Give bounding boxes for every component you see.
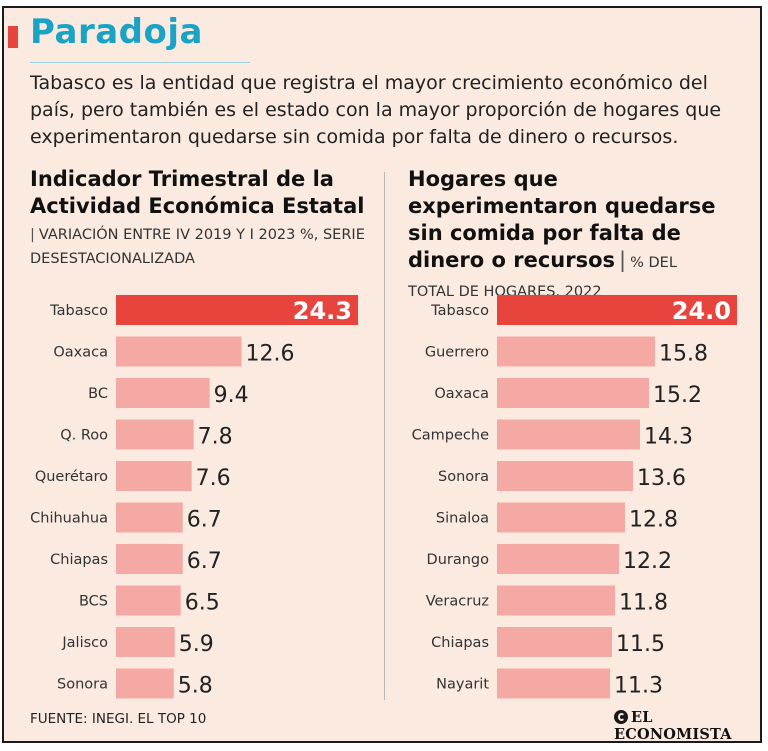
right-category-label: Tabasco — [430, 303, 489, 319]
right-category-label: Durango — [427, 552, 490, 568]
left-category-label: Chiapas — [50, 552, 108, 568]
right-category-label: Chiapas — [431, 635, 489, 651]
left-bar — [116, 668, 174, 699]
left-category-label: BC — [88, 386, 108, 402]
left-category-label: Sonora — [57, 677, 108, 693]
title-underline — [30, 62, 250, 63]
right-bar — [497, 502, 625, 533]
right-chart-title-text: Hogares que experimentaron quedarse sin … — [408, 167, 716, 272]
left-bar — [116, 295, 358, 325]
right-category-label: Oaxaca — [434, 386, 489, 402]
left-chart-subtitle: | Variación entre IV 2019 y I 2023 %, ser… — [30, 223, 380, 271]
right-value-label: 14.3 — [644, 425, 693, 450]
title-accent-bar — [8, 26, 18, 48]
left-bar — [116, 502, 183, 533]
right-value-label: 15.2 — [653, 383, 702, 408]
right-value-label: 12.8 — [629, 508, 678, 533]
right-bar — [497, 419, 640, 450]
right-category-label: Sinaloa — [436, 511, 489, 527]
left-category-label: Querétaro — [35, 469, 108, 485]
right-chart-subtitle-inline: % del — [630, 255, 677, 271]
right-value-label: 11.8 — [619, 591, 668, 616]
right-value-label: 13.6 — [637, 466, 686, 491]
left-bar — [116, 419, 194, 450]
left-chart-title: Indicador Trimestral de la Actividad Eco… — [30, 167, 365, 218]
left-bar — [116, 336, 242, 367]
left-value-label: 5.8 — [178, 674, 213, 699]
intro-text: Tabasco es la entidad que registra el ma… — [30, 72, 722, 148]
left-value-label: 5.9 — [179, 632, 214, 657]
left-value-label: 7.6 — [196, 466, 231, 491]
right-value-label: 15.8 — [659, 342, 708, 367]
left-value-label: 7.8 — [198, 425, 233, 450]
left-value-label: 6.5 — [185, 591, 220, 616]
right-value-label: 11.3 — [614, 674, 663, 699]
left-value-label: 6.7 — [187, 549, 222, 574]
right-category-label: Campeche — [412, 428, 489, 444]
right-chart-title: Hogares que experimentaron quedarse sin … — [408, 166, 753, 277]
infographic-title: Paradoja — [30, 12, 203, 52]
right-bar — [497, 585, 615, 616]
right-bar — [497, 668, 610, 699]
source-note: FUENTE: INEGI. EL TOP 10 — [30, 711, 207, 727]
brand-mark-icon — [614, 710, 628, 724]
left-bar — [116, 378, 210, 408]
left-bar — [116, 585, 181, 616]
brand-logo: EL ECONOMISTA — [614, 709, 768, 743]
left-bar — [116, 461, 192, 491]
panel-divider — [384, 172, 385, 700]
left-category-label: BCS — [79, 594, 108, 610]
subtitle-separator: | — [30, 227, 35, 243]
right-chart-header: Hogares que experimentaron quedarse sin … — [408, 166, 753, 304]
left-value-label: 12.6 — [245, 342, 294, 367]
right-value-label: 24.0 — [672, 297, 731, 325]
left-category-label: Q. Roo — [60, 428, 108, 444]
right-bar — [497, 544, 619, 574]
subtitle-separator: | — [619, 248, 627, 272]
left-chart-header: Indicador Trimestral de la Actividad Eco… — [30, 166, 380, 271]
right-category-label: Sonora — [438, 469, 489, 485]
right-bar — [497, 627, 612, 657]
left-value-label: 9.4 — [214, 383, 249, 408]
right-bar — [497, 461, 633, 491]
left-category-label: Chihuahua — [30, 511, 108, 527]
right-category-label: Veracruz — [426, 594, 489, 610]
left-bar — [116, 544, 183, 574]
left-category-label: Oaxaca — [53, 345, 108, 361]
left-category-label: Jalisco — [61, 635, 108, 651]
right-value-label: 11.5 — [616, 632, 665, 657]
left-chart-subtitle-text: Variación entre IV 2019 y I 2023 %, seri… — [30, 227, 365, 267]
left-category-label: Tabasco — [49, 303, 108, 319]
left-bar — [116, 627, 175, 657]
right-bar — [497, 336, 655, 367]
infographic-frame — [2, 6, 762, 743]
left-value-label: 6.7 — [187, 508, 222, 533]
right-value-label: 12.2 — [623, 549, 672, 574]
brand-name: EL ECONOMISTA — [614, 709, 732, 743]
right-bar — [497, 378, 649, 408]
right-category-label: Guerrero — [425, 345, 489, 361]
left-value-label: 24.3 — [293, 297, 352, 325]
right-bar — [497, 295, 737, 325]
right-category-label: Nayarit — [436, 677, 489, 693]
